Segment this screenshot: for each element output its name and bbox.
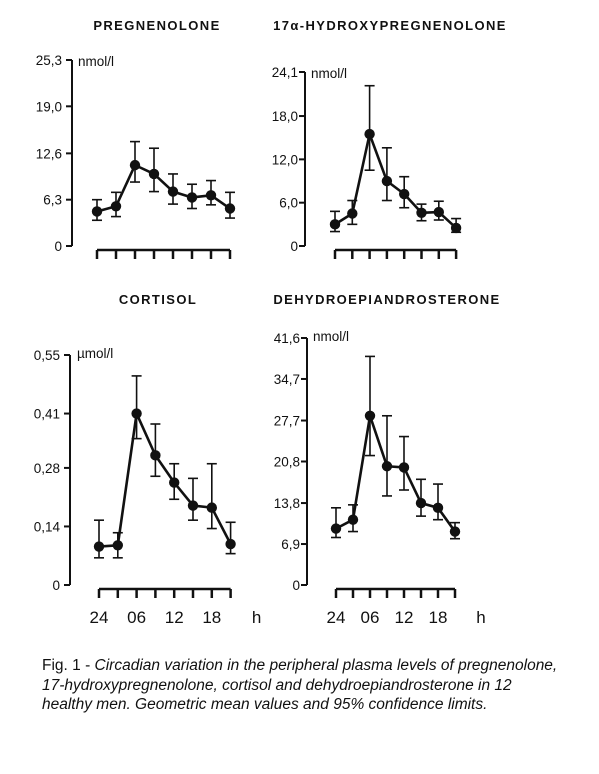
y-tick-label: 12,0 (272, 152, 298, 167)
unit-label: µmol/l (77, 346, 113, 361)
unit-label: nmol/l (311, 66, 347, 81)
figure-caption: Fig. 1 - Circadian variation in the peri… (42, 656, 562, 715)
data-point (91, 206, 103, 217)
y-tick-label: 18,0 (272, 109, 298, 124)
y-tick-label: 25,3 (36, 53, 62, 68)
data-point (415, 497, 427, 509)
y-tick-label: 34,7 (274, 372, 300, 387)
chart-panel: PREGNENOLONE 25,3 19,0 12,6 6,3 0 nmol/l (36, 18, 236, 259)
data-point (224, 203, 236, 214)
y-tick-label: 0,55 (34, 348, 60, 363)
unit-label: nmol/l (78, 54, 114, 69)
chart-panel: 17α-HYDROXYPREGNENOLONE 24,1 18,0 12,0 6,0 0 n… (272, 18, 507, 259)
x-tick-label: h (476, 608, 485, 627)
caption-text: Circadian variation in the peripheral pl… (42, 657, 558, 713)
data-point (148, 168, 160, 180)
data-point (169, 477, 180, 488)
y-tick-label: 13,8 (274, 496, 300, 511)
data-point (186, 192, 198, 203)
x-tick-label: h (252, 608, 261, 627)
data-point (450, 222, 462, 234)
data-point (110, 201, 122, 212)
x-tick-label: 12 (395, 608, 414, 627)
y-tick-label: 0 (290, 239, 298, 254)
data-point (347, 208, 358, 219)
x-tick-label: 18 (429, 608, 448, 627)
data-point (167, 186, 179, 197)
data-point (329, 219, 341, 230)
series-line (98, 412, 232, 548)
chart-figure: PREGNENOLONE25,319,012,66,30nmol/l17α-HY… (34, 18, 507, 627)
data-point (187, 500, 199, 511)
x-tick-label: 18 (202, 608, 221, 627)
data-point (93, 541, 105, 552)
figure: PREGNENOLONE 25,3 19,0 12,6 6,3 0 nmol/l 17α-HY… (34, 18, 507, 627)
data-point (381, 461, 393, 472)
chart-title: DEHYDROEPIANDROSTERONE (273, 292, 500, 307)
y-tick-label: 0,28 (34, 461, 60, 476)
y-tick-label: 41,6 (274, 331, 300, 346)
unit-label: nmol/l (313, 329, 349, 344)
data-point (129, 159, 141, 171)
y-tick-label: 20,8 (274, 455, 300, 470)
data-point (131, 408, 142, 419)
x-tick-label: 24 (90, 608, 109, 627)
x-tick-label: 12 (165, 608, 184, 627)
data-point (206, 502, 217, 513)
y-tick-label: 0 (52, 578, 60, 593)
chart-panel: CORTISOL 0,55 0,41 0,28 0,14 0 µmol/l 24 06 12 18 h (34, 292, 262, 627)
y-tick-label: 27,7 (274, 414, 300, 429)
chart-panel: DEHYDROEPIANDROSTERONE 41,6 34,7 27,7 20,8 13… (273, 292, 500, 627)
y-tick-label: 12,6 (36, 146, 62, 161)
data-point (398, 462, 410, 473)
chart-title: PREGNENOLONE (93, 18, 220, 33)
data-point (416, 207, 427, 218)
figure-label: Fig. 1 - (42, 657, 95, 674)
data-point (225, 538, 236, 550)
y-tick-label: 0 (292, 578, 300, 593)
y-tick-label: 0,14 (34, 519, 61, 534)
data-point (330, 523, 342, 534)
y-tick-label: 0,41 (34, 407, 60, 422)
y-tick-label: 0 (54, 239, 62, 254)
y-tick-label: 24,1 (272, 65, 298, 80)
x-tick-label: 24 (327, 608, 346, 627)
chart-title: CORTISOL (119, 292, 197, 307)
data-point (449, 526, 461, 537)
data-point (364, 410, 376, 421)
chart-title: 17α-HYDROXYPREGNENOLONE (273, 18, 507, 33)
y-tick-label: 6,9 (281, 537, 300, 552)
data-point (150, 450, 161, 461)
data-point (347, 514, 359, 525)
data-point (205, 190, 217, 201)
data-point (381, 175, 393, 187)
y-tick-label: 19,0 (36, 99, 62, 114)
data-point (433, 206, 444, 218)
x-tick-label: 06 (361, 608, 380, 627)
data-point (112, 540, 124, 551)
y-tick-label: 6,0 (279, 196, 298, 211)
data-point (399, 188, 410, 200)
data-point (432, 502, 444, 514)
x-tick-label: 06 (127, 608, 146, 627)
data-point (364, 128, 375, 140)
y-tick-label: 6,3 (43, 193, 62, 208)
series-line (335, 414, 457, 533)
